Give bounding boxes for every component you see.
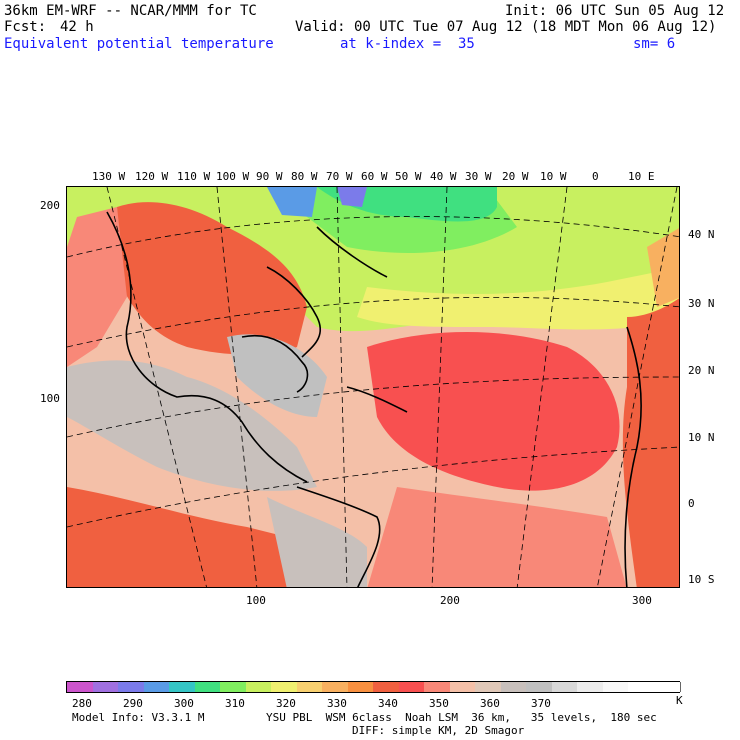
colorbar-swatch [296,682,324,692]
field-name: Equivalent potential temperature [4,36,274,52]
colorbar-label: 370 [531,697,551,710]
colorbar-swatch [271,682,298,692]
colorbar-swatch [143,682,171,692]
colorbar-label: 360 [480,697,500,710]
equivalent-potential-temperature-map [67,187,679,587]
colorbar-swatch [347,682,375,692]
lon-label: 120 W [135,170,169,183]
lat-label: 40 N [688,228,715,241]
lat-label: 0 [688,497,695,510]
colorbar-swatch [551,682,579,692]
colorbar-label: 300 [174,697,194,710]
lat-label: 10 S [688,573,715,586]
colorbar-swatch [67,682,94,692]
colorbar-swatch [475,682,502,692]
forecast-label: Fcst: [4,19,47,35]
lon-label: 110 W [177,170,211,183]
grid-x-label: 300 [632,594,652,607]
colorbar-swatch [220,682,247,692]
lon-label: 90 W [256,170,283,183]
lat-label: 30 N [688,297,715,310]
colorbar-label: 310 [225,697,245,710]
colorbar-swatch [398,682,426,692]
colorbar-unit: K [676,694,683,707]
colorbar-swatch [424,682,451,692]
lat-label: 10 N [688,431,715,444]
lon-label: 10 E [628,170,655,183]
colorbar-label: 340 [378,697,398,710]
colorbar-swatch [500,682,528,692]
lon-label: 40 W [430,170,457,183]
smoothing-label: sm= 6 [633,36,676,52]
lon-label: 80 W [291,170,318,183]
colorbar-swatch [602,682,630,692]
colorbar-label: 280 [72,697,92,710]
colorbar [66,681,681,693]
map-panel [66,186,680,588]
lon-label: 130 W [92,170,126,183]
colorbar-swatch [628,682,655,692]
colorbar-swatch [373,682,400,692]
colorbar-swatch [169,682,196,692]
lon-label: 70 W [326,170,353,183]
lon-label: 0 [592,170,599,183]
lat-label: 20 N [688,364,715,377]
physics-info: YSU PBL WSM 6class Noah LSM 36 km, 35 le… [266,711,657,724]
colorbar-swatch [526,682,553,692]
colorbar-label: 330 [327,697,347,710]
grid-x-label: 200 [440,594,460,607]
lon-label: 60 W [361,170,388,183]
colorbar-swatch [653,682,681,692]
colorbar-swatch [194,682,222,692]
level-label: at k-index = 35 [340,36,475,52]
colorbar-swatch [118,682,145,692]
colorbar-label: 320 [276,697,296,710]
lon-label: 100 W [216,170,250,183]
lon-label: 10 W [540,170,567,183]
colorbar-swatch [449,682,477,692]
colorbar-swatch [92,682,120,692]
lon-label: 20 W [502,170,529,183]
lon-label: 50 W [395,170,422,183]
colorbar-swatch [577,682,604,692]
grid-y-label: 100 [40,392,60,405]
colorbar-label: 350 [429,697,449,710]
valid-time: Valid: 00 UTC Tue 07 Aug 12 (18 MDT Mon … [295,19,717,35]
grid-y-label: 200 [40,199,60,212]
forecast-hours: 42 h [60,19,94,35]
colorbar-label: 290 [123,697,143,710]
diffusion-info: DIFF: simple KM, 2D Smagor [352,724,525,737]
lon-label: 30 W [465,170,492,183]
model-title: 36km EM-WRF -- NCAR/MMM for TC [4,3,257,19]
init-time: Init: 06 UTC Sun 05 Aug 12 [505,3,725,19]
colorbar-swatch [245,682,273,692]
colorbar-swatch [322,682,349,692]
model-info: Model Info: V3.3.1 M [72,711,205,724]
grid-x-label: 100 [246,594,266,607]
